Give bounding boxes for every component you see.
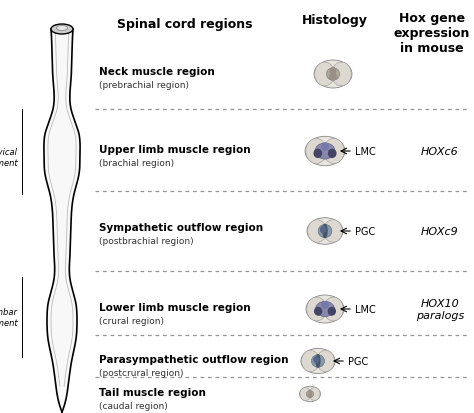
Ellipse shape [327,69,340,81]
Ellipse shape [301,349,335,374]
Text: LMC: LMC [355,147,376,157]
Ellipse shape [309,387,320,401]
Ellipse shape [314,307,322,316]
Text: (crural region): (crural region) [99,317,164,326]
Text: Cervical
enlargement: Cervical enlargement [0,148,18,167]
Polygon shape [44,30,80,412]
Text: Sympathetic outflow region: Sympathetic outflow region [99,223,263,233]
Ellipse shape [323,297,343,321]
Text: Histology: Histology [302,14,368,27]
Ellipse shape [318,225,332,238]
Text: HOX10
paralogs: HOX10 paralogs [416,299,464,320]
Text: (caudal region): (caudal region) [99,401,168,411]
Text: HOXc6: HOXc6 [421,147,459,157]
Ellipse shape [322,224,328,239]
Text: HOXc9: HOXc9 [421,226,459,236]
Text: (brachial region): (brachial region) [99,159,174,168]
Text: Lower limb muscle region: Lower limb muscle region [99,302,251,312]
Text: Neck muscle region: Neck muscle region [99,67,215,77]
Text: Hox gene
expression
in mouse: Hox gene expression in mouse [394,12,470,55]
Text: (prebrachial region): (prebrachial region) [99,81,189,90]
Text: (postcrural region): (postcrural region) [99,369,183,377]
Text: PGC: PGC [355,226,375,236]
Ellipse shape [311,355,325,368]
Ellipse shape [328,149,337,159]
Ellipse shape [323,139,344,164]
Ellipse shape [308,220,327,243]
Ellipse shape [320,226,327,234]
Text: PGC: PGC [348,356,368,366]
Ellipse shape [306,391,314,397]
Ellipse shape [56,26,67,31]
Ellipse shape [307,218,343,245]
Ellipse shape [300,387,320,402]
Text: (postbrachial region): (postbrachial region) [99,237,193,246]
Ellipse shape [331,63,351,87]
Ellipse shape [315,63,335,87]
Ellipse shape [321,143,329,151]
Ellipse shape [300,387,311,401]
Ellipse shape [306,139,327,164]
Ellipse shape [308,394,312,398]
Ellipse shape [305,137,345,166]
Text: Lumbar
enlargement: Lumbar enlargement [0,308,18,327]
Ellipse shape [308,390,312,395]
Ellipse shape [329,68,337,76]
Text: Tail muscle region: Tail muscle region [99,387,206,397]
Ellipse shape [313,149,322,159]
Ellipse shape [313,356,319,363]
Ellipse shape [328,307,336,316]
Ellipse shape [316,301,335,317]
Ellipse shape [51,25,73,35]
Ellipse shape [317,351,335,372]
Ellipse shape [307,297,327,321]
Ellipse shape [324,220,342,243]
Ellipse shape [301,351,319,372]
Ellipse shape [314,61,352,89]
Text: Parasympathetic outflow region: Parasympathetic outflow region [99,354,289,364]
Ellipse shape [306,295,344,323]
Ellipse shape [329,74,337,81]
Ellipse shape [321,301,329,309]
Text: Spinal cord regions: Spinal cord regions [117,18,253,31]
Text: Upper limb muscle region: Upper limb muscle region [99,145,251,154]
Text: LMC: LMC [355,304,376,314]
Ellipse shape [315,144,335,160]
Ellipse shape [315,354,320,368]
